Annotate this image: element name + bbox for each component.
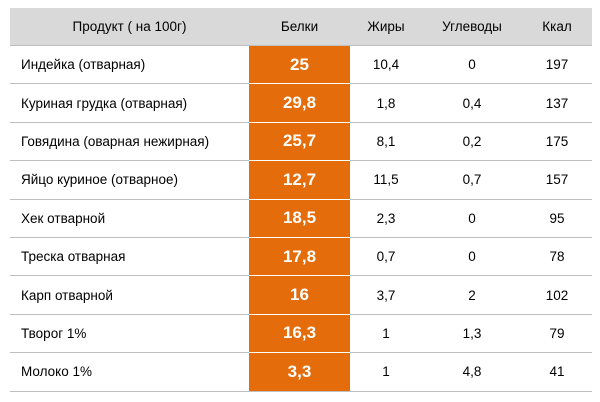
carbs-value: 1,3 (422, 314, 522, 354)
table-row: Куриная грудка (отварная) 29,8 1,8 0,4 1… (10, 83, 592, 123)
product-name: Карп отварной (10, 275, 249, 315)
kcal-value: 137 (522, 83, 592, 123)
carbs-value: 0,2 (422, 122, 522, 162)
carbs-value: 4,8 (422, 352, 522, 392)
fat-value: 1 (350, 352, 422, 392)
product-name: Хек отварной (10, 199, 249, 238)
fat-value: 2,3 (350, 199, 422, 238)
kcal-value: 79 (522, 314, 592, 354)
header-kcal: Ккал (522, 8, 592, 46)
kcal-value: 197 (522, 45, 592, 85)
product-name: Куриная грудка (отварная) (10, 83, 249, 123)
product-name: Яйцо куриное (отварное) (10, 160, 249, 200)
product-name: Индейка (отварная) (10, 45, 249, 85)
fat-value: 1,8 (350, 83, 422, 123)
carbs-value: 2 (422, 275, 522, 315)
product-name: Творог 1% (10, 314, 249, 354)
product-name: Говядина (оварная нежирная) (10, 122, 249, 162)
header-fat: Жиры (350, 8, 422, 46)
protein-value: 25,7 (249, 122, 350, 162)
table-row: Индейка (отварная) 25 10,4 0 197 (10, 45, 592, 85)
kcal-value: 95 (522, 199, 592, 238)
kcal-value: 41 (522, 352, 592, 392)
kcal-value: 78 (522, 237, 592, 277)
table-row: Творог 1% 16,3 1 1,3 79 (10, 314, 592, 354)
header-product: Продукт ( на 100г) (10, 8, 249, 46)
product-name: Треска отварная (10, 237, 249, 277)
product-name: Молоко 1% (10, 352, 249, 392)
carbs-value: 0 (422, 199, 522, 238)
protein-value: 25 (249, 45, 350, 85)
carbs-value: 0,4 (422, 83, 522, 123)
protein-value: 16,3 (249, 314, 350, 354)
fat-value: 3,7 (350, 275, 422, 315)
protein-value: 3,3 (249, 352, 350, 392)
table-row: Карп отварной 16 3,7 2 102 (10, 275, 592, 315)
fat-value: 0,7 (350, 237, 422, 277)
table-row: Молоко 1% 3,3 1 4,8 41 (10, 352, 592, 392)
protein-value: 12,7 (249, 160, 350, 200)
header-row: Продукт ( на 100г) Белки Жиры Углеводы К… (10, 8, 592, 46)
table-body: Индейка (отварная) 25 10,4 0 197 Куриная… (10, 45, 592, 392)
protein-value: 17,8 (249, 237, 350, 277)
fat-value: 10,4 (350, 45, 422, 85)
carbs-value: 0,7 (422, 160, 522, 200)
fat-value: 11,5 (350, 160, 422, 200)
kcal-value: 102 (522, 275, 592, 315)
table-row: Треска отварная 17,8 0,7 0 78 (10, 237, 592, 277)
table-row: Хек отварной 18,5 2,3 0 95 (10, 199, 592, 238)
kcal-value: 175 (522, 122, 592, 162)
protein-value: 16 (249, 275, 350, 315)
protein-value: 29,8 (249, 83, 350, 123)
nutrition-table: Продукт ( на 100г) Белки Жиры Углеводы К… (10, 8, 592, 392)
protein-value: 18,5 (249, 199, 350, 238)
table-header: Продукт ( на 100г) Белки Жиры Углеводы К… (10, 8, 592, 46)
header-carbs: Углеводы (422, 8, 522, 46)
carbs-value: 0 (422, 237, 522, 277)
fat-value: 8,1 (350, 122, 422, 162)
fat-value: 1 (350, 314, 422, 354)
carbs-value: 0 (422, 45, 522, 85)
table-row: Яйцо куриное (отварное) 12,7 11,5 0,7 15… (10, 160, 592, 200)
table-row: Говядина (оварная нежирная) 25,7 8,1 0,2… (10, 122, 592, 162)
kcal-value: 157 (522, 160, 592, 200)
header-protein: Белки (249, 8, 350, 46)
